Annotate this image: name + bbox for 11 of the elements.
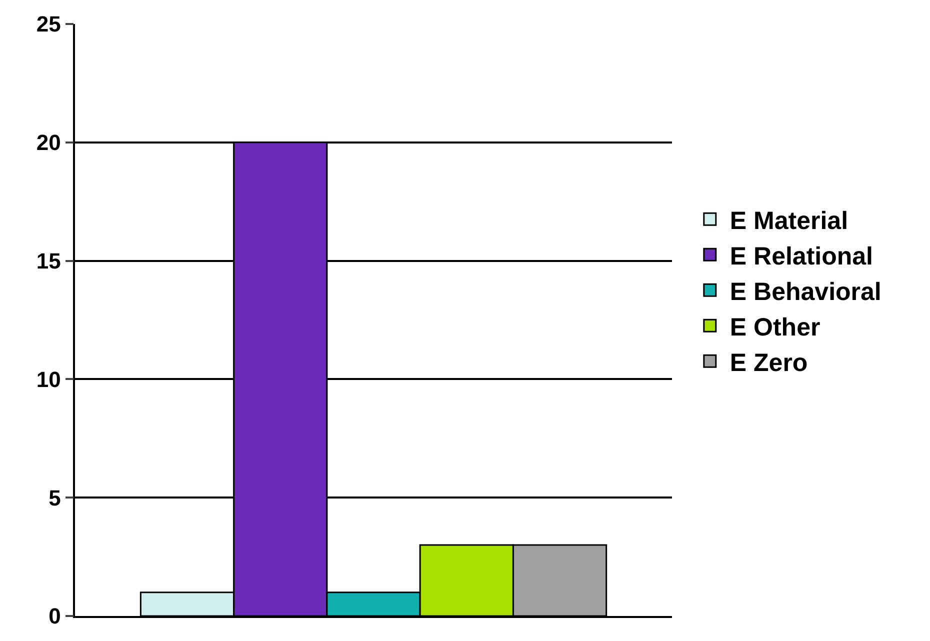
y-tick-label: 25 [36, 12, 61, 37]
y-tick-label: 10 [36, 366, 61, 392]
y-tick-label: 15 [36, 248, 61, 274]
legend-label: E Behavioral [730, 278, 882, 306]
legend-label: E Other [730, 313, 820, 342]
legend-label: E Relational [730, 242, 874, 270]
y-tick-label: 5 [48, 485, 61, 510]
y-tick-label: 0 [48, 604, 61, 629]
legend-label: E Material [730, 206, 848, 235]
y-tick-label: 20 [36, 130, 61, 156]
legend-label: E Zero [730, 348, 808, 377]
